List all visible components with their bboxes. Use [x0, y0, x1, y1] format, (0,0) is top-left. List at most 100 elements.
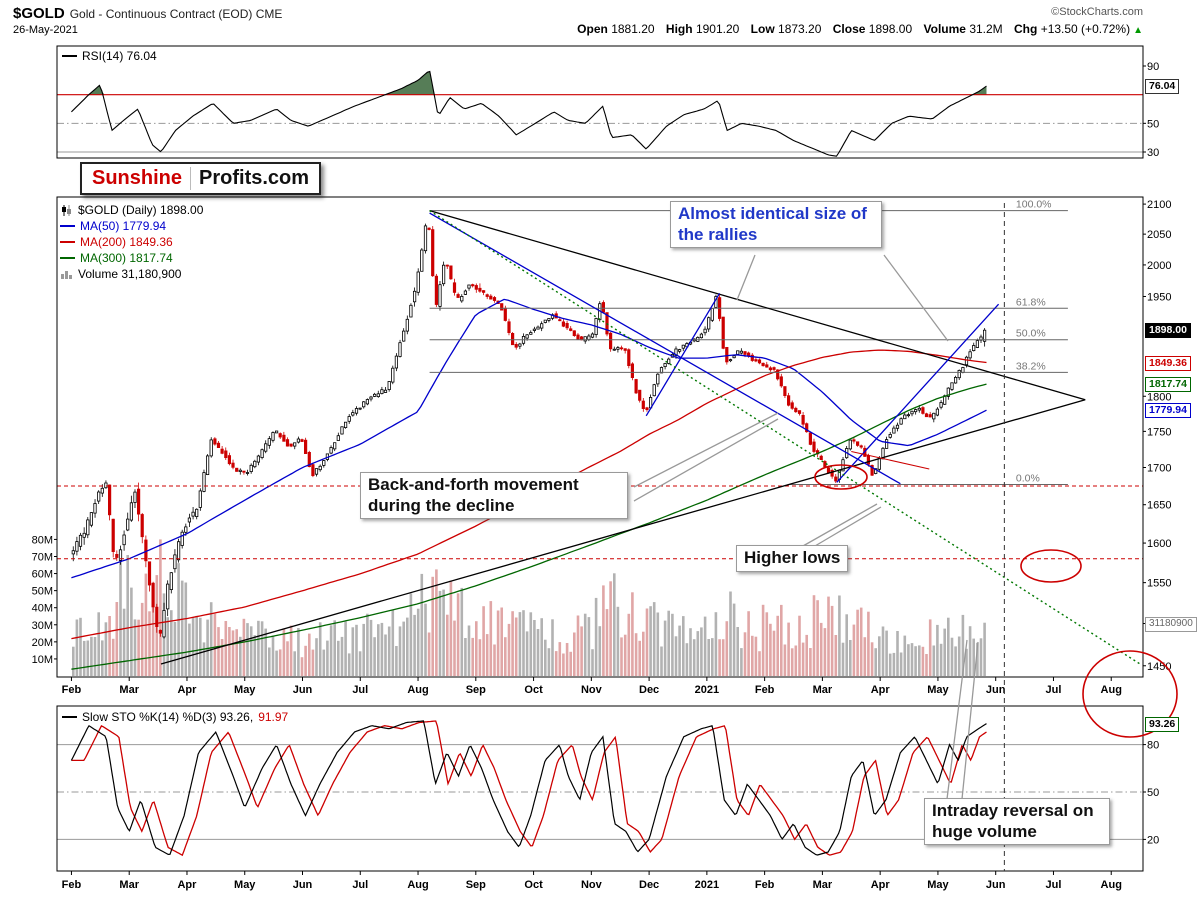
svg-text:80: 80 — [1147, 740, 1159, 752]
svg-text:30M: 30M — [32, 620, 53, 632]
volume-value-badge: 31180900 — [1145, 617, 1197, 632]
overlay-lines: 100.0% 61.8% 50.0% 38.2% 0.0% — [57, 199, 1143, 665]
open-value: 1881.20 — [611, 22, 655, 36]
sto-d-value: 91.97 — [258, 710, 289, 724]
ma50-line-icon — [60, 225, 75, 227]
svg-text:Dec: Dec — [639, 879, 659, 891]
svg-text:2100: 2100 — [1147, 199, 1171, 211]
svg-text:50.0%: 50.0% — [1016, 328, 1046, 340]
rsi-legend-label: RSI(14) 76.04 — [82, 49, 157, 63]
svg-text:Mar: Mar — [119, 684, 139, 696]
decorations — [633, 203, 1178, 871]
svg-text:50M: 50M — [32, 586, 53, 598]
svg-text:30: 30 — [1147, 147, 1159, 159]
volume-legend-label: Volume 31,180,900 — [78, 267, 182, 281]
annotation-back-and-forth: Back-and-forth movement during the decli… — [360, 472, 628, 520]
panel-gridlines — [57, 71, 1143, 840]
candlestick-icon — [62, 204, 71, 216]
svg-text:Jul: Jul — [1046, 879, 1062, 891]
close-price-badge: 1898.00 — [1145, 323, 1191, 339]
svg-text:Oct: Oct — [524, 879, 543, 891]
svg-text:1700: 1700 — [1147, 462, 1171, 474]
svg-text:Jun: Jun — [986, 879, 1006, 891]
svg-text:Nov: Nov — [581, 879, 603, 891]
svg-text:20: 20 — [1147, 834, 1159, 846]
logo-part2: Profits.com — [199, 167, 310, 189]
svg-text:0.0%: 0.0% — [1016, 472, 1040, 484]
axes: 2100205020001950180017501700165016001550… — [32, 45, 1171, 891]
chart-title: $GOLD Gold - Continuous Contract (EOD) CM… — [13, 5, 282, 22]
low-value: 1873.20 — [778, 22, 822, 36]
svg-text:Dec: Dec — [639, 684, 659, 696]
svg-text:10M: 10M — [32, 654, 53, 666]
volume-value: 31.2M — [969, 22, 1003, 36]
svg-text:2000: 2000 — [1147, 260, 1171, 272]
svg-text:Jun: Jun — [986, 684, 1006, 696]
svg-text:Apr: Apr — [871, 684, 891, 696]
svg-text:May: May — [234, 684, 256, 696]
close-value: 1898.00 — [868, 22, 913, 36]
svg-text:80M: 80M — [32, 534, 53, 546]
chg-value: +13.50 (+0.72%) — [1040, 22, 1131, 36]
svg-text:Mar: Mar — [119, 879, 139, 891]
svg-text:Oct: Oct — [524, 684, 543, 696]
ticker-description: Gold - Continuous Contract (EOD) CME — [69, 7, 283, 21]
logo-part1: Sunshine — [92, 167, 183, 189]
svg-text:2050: 2050 — [1147, 229, 1171, 241]
svg-text:20M: 20M — [32, 637, 53, 649]
svg-text:Sep: Sep — [466, 879, 486, 891]
svg-text:1600: 1600 — [1147, 538, 1171, 550]
svg-text:Jul: Jul — [352, 879, 368, 891]
volume-label: Volume — [923, 22, 966, 36]
svg-text:1550: 1550 — [1147, 578, 1171, 590]
svg-text:Apr: Apr — [177, 879, 197, 891]
svg-text:Mar: Mar — [813, 684, 833, 696]
svg-text:Feb: Feb — [62, 879, 82, 891]
up-arrow-icon: ▲ — [1133, 25, 1143, 36]
svg-text:100.0%: 100.0% — [1016, 199, 1052, 211]
annotation-higher-lows: Higher lows — [736, 545, 849, 572]
svg-text:Nov: Nov — [581, 684, 603, 696]
svg-text:Aug: Aug — [1101, 684, 1122, 696]
open-label: Open — [577, 22, 608, 36]
volume-series — [72, 539, 986, 676]
low-label: Low — [750, 22, 775, 36]
sto-legend-label: Slow STO %K(14) %D(3) 93.26, — [82, 710, 254, 724]
svg-text:90: 90 — [1147, 61, 1159, 73]
annotation-rally-size: Almost identical size of the rallies — [670, 201, 882, 249]
svg-text:Jun: Jun — [293, 879, 313, 891]
rsi-legend: RSI(14) 76.04 — [62, 48, 157, 64]
svg-text:May: May — [234, 879, 256, 891]
svg-text:Aug: Aug — [407, 684, 428, 696]
svg-text:50: 50 — [1147, 787, 1159, 799]
sto-value-badge: 93.26 — [1145, 717, 1180, 733]
stochastic-legend: Slow STO %K(14) %D(3) 93.26, 91.97 — [62, 709, 288, 725]
quote-strip: Open 1881.20 High 1901.20 Low 1873.20 Cl… — [569, 22, 1143, 36]
high-value: 1901.20 — [695, 22, 740, 36]
ma300-value-badge: 1817.74 — [1145, 377, 1191, 393]
svg-text:1450: 1450 — [1147, 661, 1171, 673]
ma200-value-badge: 1849.36 — [1145, 356, 1191, 372]
high-label: High — [665, 22, 693, 36]
svg-text:38.2%: 38.2% — [1016, 360, 1046, 372]
svg-text:Sep: Sep — [466, 684, 486, 696]
chg-label: Chg — [1014, 22, 1038, 36]
copyright-text: ©StockCharts.com — [1051, 6, 1143, 18]
ma200-line-icon — [60, 241, 75, 243]
sunshineprofits-logo: Sunshine Profits.com — [80, 162, 322, 195]
svg-text:Mar: Mar — [813, 879, 833, 891]
svg-text:1950: 1950 — [1147, 291, 1171, 303]
svg-text:Jun: Jun — [293, 684, 313, 696]
svg-text:Apr: Apr — [177, 684, 197, 696]
svg-text:May: May — [927, 684, 949, 696]
svg-text:Apr: Apr — [871, 879, 891, 891]
svg-text:2021: 2021 — [695, 879, 719, 891]
svg-text:Jul: Jul — [352, 684, 368, 696]
price-legend-label: $GOLD (Daily) 1898.00 — [78, 203, 204, 217]
svg-text:1800: 1800 — [1147, 391, 1171, 403]
svg-text:40M: 40M — [32, 603, 53, 615]
main-legend: $GOLD (Daily) 1898.00 MA(50) 1779.94 MA(… — [60, 202, 203, 282]
svg-text:May: May — [927, 879, 949, 891]
